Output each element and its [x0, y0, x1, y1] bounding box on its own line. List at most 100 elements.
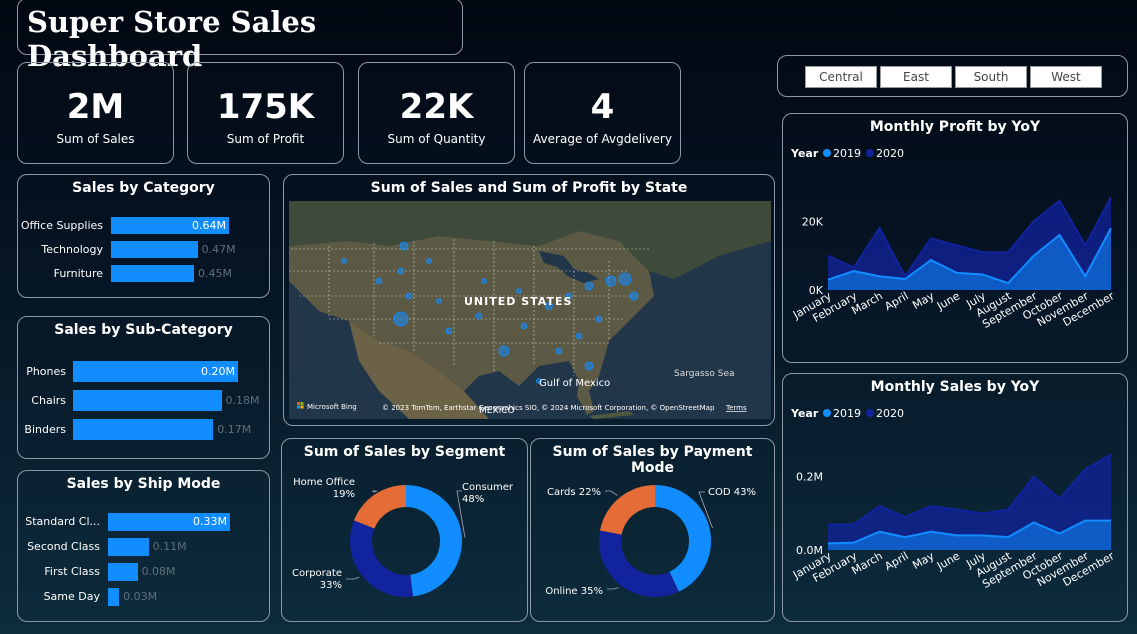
bar[interactable] [108, 588, 120, 606]
bar-category-label: Phones [26, 364, 66, 378]
slicer-button-south[interactable]: South [955, 66, 1027, 88]
donut-label: Online 35% [545, 586, 603, 597]
bar[interactable] [108, 563, 138, 581]
donut-label: 33% [320, 580, 342, 591]
map-copyright: © 2023 TomTom, Earthstar Geographics SIO… [382, 404, 715, 412]
map-bubble [405, 292, 413, 300]
monthly-profit-card[interactable]: Monthly Profit by YoY Year 2019 2020 0K 20K J… [782, 113, 1128, 363]
bar[interactable] [73, 361, 238, 382]
bing-label: Microsoft Bing [307, 403, 357, 411]
bar-value-label: 0.45M [197, 266, 232, 280]
legend-label: 2019 [833, 147, 861, 160]
kpi-value: 175K [216, 87, 315, 127]
map-label-country: UNITED STATES [464, 295, 572, 308]
kpi-card-profit[interactable]: 175K Sum of Profit [187, 62, 344, 164]
slicer-button-west[interactable]: West [1030, 66, 1102, 88]
map-bubble [397, 267, 405, 275]
payment-donut-chart: COD 43% Online 35% Cards 22% [545, 485, 756, 597]
map-title: Sum of Sales and Sum of Profit by State [370, 180, 688, 196]
map-label-mexico: MEXICO [479, 406, 515, 416]
bar[interactable] [108, 538, 149, 556]
kpi-label: Average of Avgdelivery [533, 132, 672, 146]
chart-title: Sum of Sales by Segment [303, 444, 506, 460]
map-bubble [399, 241, 409, 251]
land-canada [289, 201, 771, 279]
x-tick-label: April [882, 289, 910, 313]
bar[interactable] [111, 241, 198, 258]
y-tick-label: 0.0M [796, 544, 823, 557]
sales-by-shipmode-card[interactable]: Sales by Ship Mode Standard Cl... 0.33M Se… [17, 470, 270, 622]
y-tick-label: 20K [802, 215, 824, 228]
map-label-gulf: Gulf of Mexico [539, 378, 610, 389]
payment-donut-card[interactable]: Sum of Sales by Payment Mode COD 43% Onli… [530, 438, 775, 622]
x-tick-label: June [934, 549, 962, 573]
chart-title: Sales by Category [72, 180, 215, 196]
legend-marker [823, 409, 831, 417]
land-florida [577, 381, 594, 415]
sales-by-category-card[interactable]: Sales by Category Office Supplies 0.64M Te… [17, 174, 270, 298]
bar[interactable] [73, 390, 222, 411]
kpi-label: Sum of Profit [226, 132, 305, 146]
donut-leader-line [605, 490, 618, 496]
chart-title: Sum of Sales by Payment Mode [552, 444, 753, 476]
map-bubble [595, 315, 603, 323]
kpi-value: 2M [66, 87, 125, 127]
great-lakes [539, 251, 599, 283]
map-bubble [341, 258, 347, 264]
map-bubble [475, 312, 483, 320]
bar[interactable] [73, 419, 214, 440]
bar-value-label: 0.11M [152, 540, 187, 553]
donut-label: COD 43% [708, 487, 756, 498]
donut-slice[interactable] [350, 520, 414, 597]
kpi-card-sales[interactable]: 2M Sum of Sales [17, 62, 174, 164]
segment-donut-card[interactable]: Sum of Sales by Segment Consumer 48% Corpo… [281, 438, 528, 622]
bar-category-label: First Class [44, 565, 100, 578]
map-bubble [498, 345, 510, 357]
donut-slice[interactable] [655, 485, 711, 592]
map-bubble [605, 275, 617, 287]
bar[interactable] [111, 217, 229, 234]
map-bubble [520, 322, 528, 330]
kpi-card-quantity[interactable]: 22K Sum of Quantity [358, 62, 515, 164]
bar-value-label: 0.33M [193, 515, 227, 528]
map-bubble [426, 258, 432, 264]
legend-marker [823, 149, 831, 157]
y-tick-label: 0K [809, 284, 824, 297]
line-series-2019 [827, 227, 1112, 285]
donut-label: 19% [333, 489, 355, 500]
kpi-value: 22K [399, 87, 474, 127]
map-bubble [536, 378, 542, 384]
donut-slice[interactable] [353, 485, 406, 529]
bar-category-label: Office Supplies [20, 218, 103, 232]
slicer-button-east[interactable]: East [880, 66, 952, 88]
kpi-value: 4 [590, 87, 615, 127]
donut-leader-line [698, 491, 713, 529]
map-bubble [481, 278, 487, 284]
line-series-2020 [828, 453, 1112, 526]
donut-slice[interactable] [599, 485, 655, 535]
bar-value-label: 0.03M [123, 590, 158, 603]
legend-label: 2020 [876, 407, 904, 420]
bar-value-label: 0.47M [201, 242, 236, 256]
sales-by-subcategory-card[interactable]: Sales by Sub-Category Phones 0.20M Chairs 0… [17, 316, 270, 459]
map-card[interactable]: Sum of Sales and Sum of Profit by State [283, 174, 775, 426]
kpi-card-avgdelivery[interactable]: 4 Average of Avgdelivery [524, 62, 681, 164]
donut-leader-line [607, 587, 619, 590]
map-bubble [629, 291, 639, 301]
slicer-button-central[interactable]: Central [805, 66, 877, 88]
bar-value-label: 0.17M [217, 422, 252, 436]
bar[interactable] [111, 265, 194, 282]
chart-title: Monthly Sales by YoY [870, 379, 1040, 395]
x-tick-label: April [882, 549, 910, 573]
monthly-sales-card[interactable]: Monthly Sales by YoY Year 2019 2020 0.0M 0.2… [782, 373, 1128, 622]
map-label-sea: Sargasso Sea [674, 369, 735, 379]
map-terms-link[interactable]: Terms [725, 404, 747, 412]
map-canvas[interactable]: UNITED STATES Gulf of Mexico Sargasso Se… [289, 201, 771, 419]
donut-slice[interactable] [406, 485, 463, 597]
line-series-2020 [827, 196, 1112, 279]
donut-slice[interactable] [599, 530, 679, 597]
line-series-2019 [827, 519, 1111, 545]
bar[interactable] [108, 513, 230, 531]
map-bubble [545, 302, 553, 310]
